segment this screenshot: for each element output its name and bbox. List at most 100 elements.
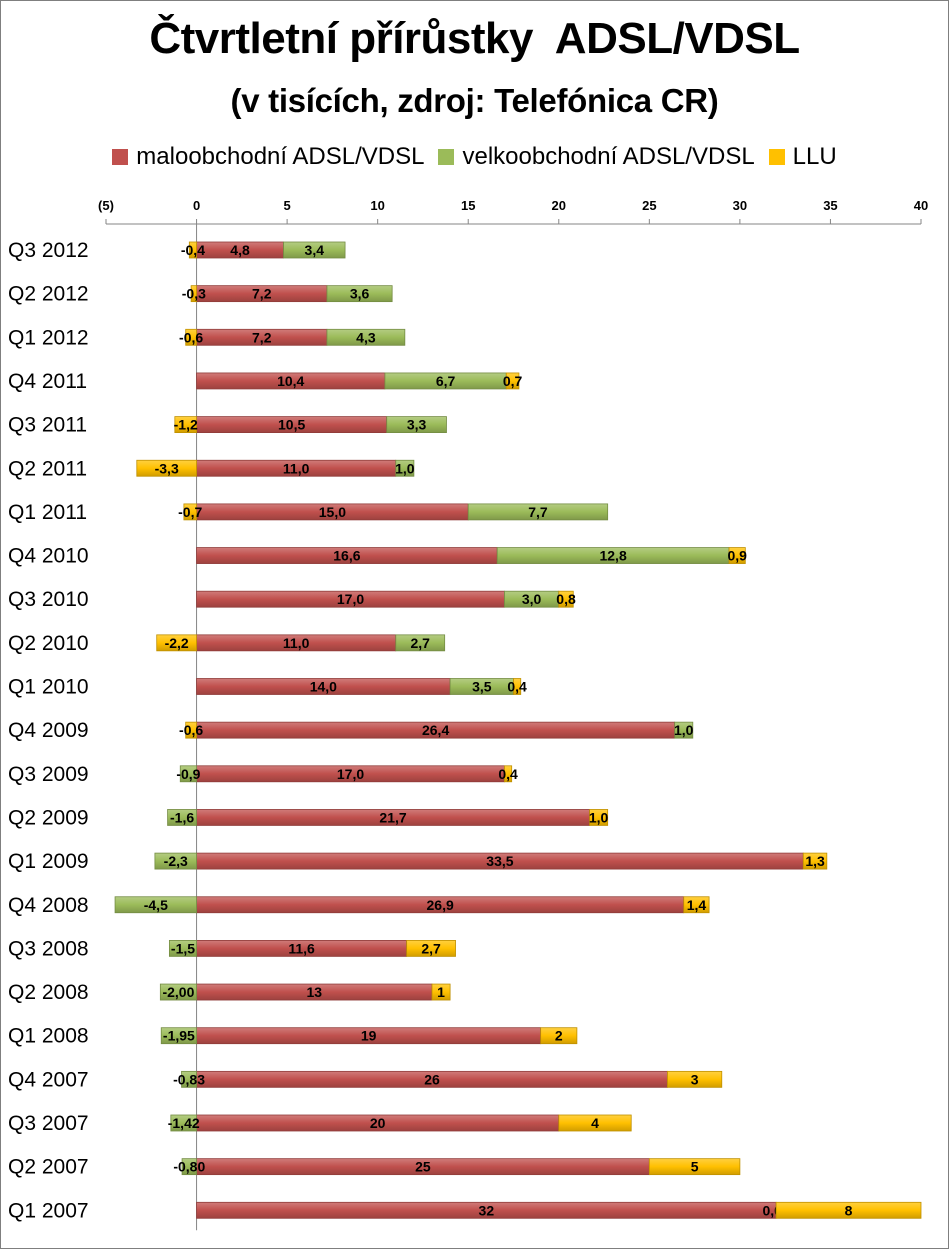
data-label: -0,9 [176, 766, 200, 782]
data-label: -1,6 [170, 809, 194, 825]
data-label: 1,4 [687, 897, 707, 913]
data-label: 3,6 [350, 286, 370, 302]
bar-segment [167, 809, 197, 826]
category-label: Q4 2009 [8, 719, 89, 742]
category-label: Q2 2007 [8, 1156, 89, 1179]
data-label: -1,2 [174, 417, 198, 433]
x-tick-label: 0 [193, 198, 200, 213]
data-label: 26 [424, 1071, 440, 1087]
data-label: 26,9 [427, 897, 454, 913]
bar-segment [185, 721, 197, 739]
bar-segment [326, 285, 393, 303]
bar-segment [283, 241, 346, 259]
data-label: 7,7 [528, 504, 548, 520]
category-label: Q1 2009 [8, 850, 89, 873]
bar-segment [513, 678, 522, 695]
bar-segment [504, 765, 513, 783]
bar-segment [114, 896, 197, 914]
data-label: 19 [361, 1028, 377, 1044]
x-tick-label: 15 [461, 198, 475, 213]
category-label: Q2 2011 [8, 457, 87, 480]
legend-label-llu: LLU [792, 143, 837, 170]
bar-segment [326, 328, 406, 346]
x-tick-label: 30 [733, 198, 747, 213]
chart-subtitle: (v tisících, zdroj: Telefónica CR) [230, 82, 719, 119]
data-label: -0,3 [182, 286, 206, 302]
data-label: -0,7 [178, 504, 202, 520]
data-label: 1,3 [805, 853, 825, 869]
data-label: 2 [555, 1028, 563, 1044]
legend-entry-velkoobchodni: velkoobchodní ADSL/VDSL [438, 143, 755, 171]
bar-segment [159, 983, 197, 1001]
data-label: 1,0 [395, 460, 415, 476]
bar-segment [181, 1158, 197, 1176]
bar-segment [395, 634, 446, 652]
bar-segment [154, 852, 197, 870]
data-label: -0,83 [173, 1071, 205, 1087]
data-label: 12,8 [599, 548, 626, 564]
data-label: 11,6 [288, 940, 315, 956]
data-label: -0,80 [173, 1159, 205, 1175]
category-label: Q1 2011 [8, 501, 87, 524]
data-label: -1,95 [163, 1028, 195, 1044]
bar-segment [558, 1114, 632, 1132]
data-label: 26,4 [422, 722, 449, 738]
bar-segment [156, 634, 197, 652]
bar-segment [540, 1027, 578, 1045]
bar-segment [648, 1158, 741, 1176]
data-label: 11,0 [283, 635, 310, 651]
x-tick-label: 25 [642, 198, 656, 213]
bar-segment [505, 372, 520, 390]
data-label: 14,0 [310, 679, 337, 695]
data-label: 17,0 [337, 591, 364, 607]
bar-segment [683, 896, 710, 914]
data-label: 4 [591, 1115, 599, 1131]
data-label: 32 [479, 1202, 495, 1218]
legend-swatch-velkoobchodni [438, 149, 455, 165]
category-label: Q3 2010 [8, 588, 89, 611]
data-label: 0,9 [727, 548, 747, 564]
data-label: 7,2 [252, 286, 272, 302]
category-label: Q2 2012 [8, 283, 89, 306]
data-label: -0,6 [179, 722, 203, 738]
data-label: -2,2 [165, 635, 189, 651]
data-label: 7,2 [252, 329, 272, 345]
data-label: 15,0 [319, 504, 346, 520]
data-label: 11,0 [283, 460, 310, 476]
bar-segment [728, 547, 746, 564]
bar-segment [589, 809, 609, 826]
data-label: 20 [370, 1115, 386, 1131]
data-label: 33,5 [486, 853, 513, 869]
bar-segment [406, 940, 456, 957]
data-label: 1,0 [674, 722, 694, 738]
x-tick-label: 40 [914, 198, 928, 213]
data-label: 17,0 [337, 766, 364, 782]
category-label: Q3 2009 [8, 763, 89, 786]
x-tick-label: 5 [283, 198, 290, 213]
bar-segment [386, 416, 447, 434]
x-tick-label: (5) [98, 198, 114, 213]
data-label: 13 [306, 984, 322, 1000]
category-label: Q3 2008 [8, 937, 89, 960]
data-label: 0,8 [556, 591, 576, 607]
category-label: Q3 2007 [8, 1112, 89, 1135]
category-label: Q1 2012 [8, 326, 89, 349]
data-label: 6,7 [436, 373, 456, 389]
x-tick-label: 10 [370, 198, 384, 213]
x-tick-label: 35 [823, 198, 837, 213]
category-label: Q3 2012 [8, 239, 89, 262]
bar-segment [185, 328, 197, 346]
legend-swatch-maloobchodni [112, 149, 129, 165]
data-label: 25 [415, 1159, 431, 1175]
bar-segment [160, 1027, 197, 1045]
legend-swatch-llu [768, 149, 785, 165]
data-label: 3 [691, 1071, 699, 1087]
category-label: Q1 2008 [8, 1025, 89, 1048]
data-label: 0,4 [498, 766, 518, 782]
bar-segment [775, 1201, 922, 1219]
bar-segment [802, 852, 828, 870]
bar-segment [136, 459, 197, 477]
data-label: -2,3 [164, 853, 188, 869]
data-label: -4,5 [144, 897, 168, 913]
